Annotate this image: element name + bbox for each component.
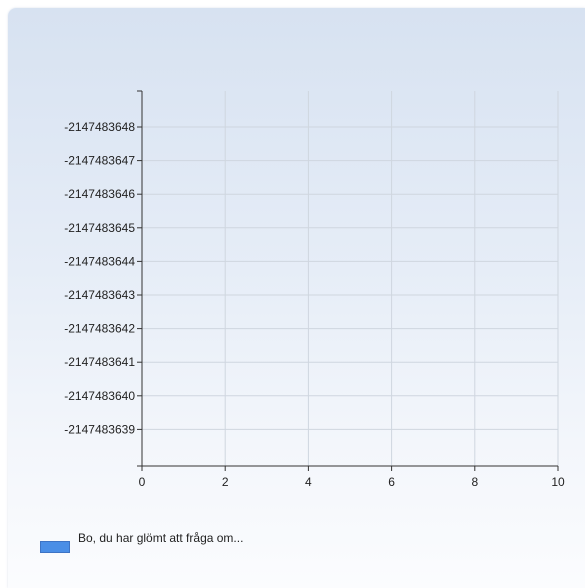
y-tick-label: -2147483648 (64, 120, 135, 134)
x-tick-label: 0 (139, 475, 146, 489)
y-tick-label: -2147483640 (64, 389, 135, 403)
x-tick-label: 6 (388, 475, 395, 489)
y-tick-label: -2147483644 (64, 254, 135, 268)
y-tick-label: -2147483646 (64, 187, 135, 201)
grid-layer (142, 91, 559, 466)
x-tick-label: 10 (551, 475, 565, 489)
y-tick-label: -2147483645 (64, 221, 135, 235)
x-tick-label: 4 (305, 475, 312, 489)
y-tick-label: -2147483641 (64, 355, 135, 369)
y-tick-label: -2147483647 (64, 154, 135, 168)
axis-layer (137, 90, 559, 471)
label-layer: 0 2 4 6 8 10 -2147483648 -2147483647 -2147483646… (64, 120, 565, 489)
x-tick-label: 2 (222, 475, 229, 489)
y-tick-label: -2147483643 (64, 288, 135, 302)
legend: Bo, du har glömt att fråga om... (40, 532, 268, 553)
x-tick-label: 8 (471, 475, 478, 489)
chart-panel (8, 8, 585, 588)
legend-swatch (40, 541, 70, 553)
y-tick-label: -2147483642 (64, 322, 135, 336)
y-tick-label: -2147483639 (64, 422, 135, 436)
legend-label: Bo, du har glömt att fråga om... (78, 531, 244, 545)
